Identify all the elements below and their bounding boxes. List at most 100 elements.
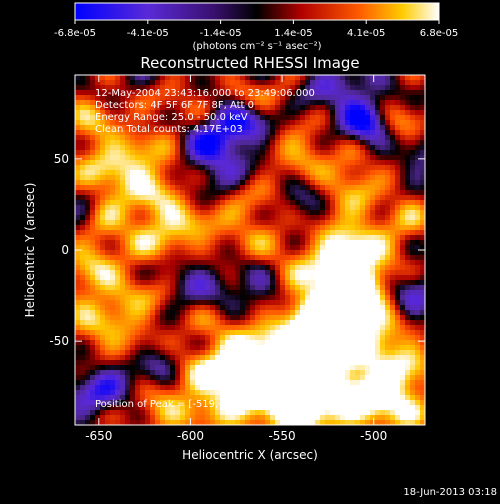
heatmap-cell bbox=[90, 185, 96, 191]
heatmap-cell bbox=[255, 225, 261, 231]
heatmap-cell bbox=[190, 335, 196, 341]
heatmap-cell bbox=[235, 325, 241, 331]
heatmap-cell bbox=[130, 285, 136, 291]
heatmap-cell bbox=[270, 375, 276, 381]
heatmap-cell bbox=[370, 315, 376, 321]
heatmap-cell bbox=[400, 100, 406, 106]
heatmap-cell bbox=[235, 240, 241, 246]
heatmap-cell bbox=[340, 380, 346, 386]
heatmap-cell bbox=[300, 380, 306, 386]
heatmap-cell bbox=[185, 315, 191, 321]
heatmap-cell bbox=[330, 125, 336, 131]
heatmap-cell bbox=[140, 150, 146, 156]
heatmap-cell bbox=[225, 355, 231, 361]
heatmap-cell bbox=[315, 375, 321, 381]
heatmap-cell bbox=[275, 160, 281, 166]
heatmap-cell bbox=[305, 365, 311, 371]
heatmap-cell bbox=[420, 415, 425, 421]
heatmap-cell bbox=[220, 285, 226, 291]
heatmap-cell bbox=[295, 145, 301, 151]
heatmap-cell bbox=[375, 240, 381, 246]
heatmap-cell bbox=[220, 290, 226, 296]
heatmap-cell bbox=[220, 400, 226, 406]
heatmap-cell bbox=[320, 95, 326, 101]
heatmap-cell bbox=[160, 265, 166, 271]
heatmap-cell bbox=[225, 385, 231, 391]
heatmap-cell bbox=[90, 175, 96, 181]
heatmap-cell bbox=[395, 400, 401, 406]
heatmap-cell bbox=[360, 115, 366, 121]
heatmap-cell bbox=[365, 155, 371, 161]
heatmap-cell bbox=[165, 360, 171, 366]
heatmap-cell bbox=[325, 390, 331, 396]
heatmap-cell bbox=[275, 280, 281, 286]
heatmap-cell bbox=[105, 155, 111, 161]
heatmap-cell bbox=[155, 80, 161, 86]
heatmap-cell bbox=[200, 415, 206, 421]
heatmap-cell bbox=[135, 90, 141, 96]
heatmap-cell bbox=[220, 415, 226, 421]
heatmap-cell bbox=[245, 365, 251, 371]
heatmap-cell bbox=[415, 290, 421, 296]
heatmap-cell bbox=[225, 190, 231, 196]
heatmap-cell bbox=[120, 195, 126, 201]
heatmap-cell bbox=[285, 165, 291, 171]
heatmap-cell bbox=[220, 170, 226, 176]
heatmap-cell bbox=[175, 220, 181, 226]
heatmap-cell bbox=[295, 275, 301, 281]
heatmap-cell bbox=[135, 145, 141, 151]
heatmap-cell bbox=[330, 380, 336, 386]
heatmap-cell bbox=[210, 260, 216, 266]
heatmap-cell bbox=[105, 195, 111, 201]
heatmap-cell bbox=[255, 170, 261, 176]
heatmap-cell bbox=[300, 145, 306, 151]
heatmap-cell bbox=[295, 265, 301, 271]
heatmap-cell bbox=[235, 270, 241, 276]
heatmap-cell bbox=[415, 210, 421, 216]
heatmap-cell bbox=[230, 85, 236, 91]
heatmap-cell bbox=[400, 230, 406, 236]
heatmap-cell bbox=[235, 215, 241, 221]
heatmap-cell bbox=[110, 400, 116, 406]
heatmap-cell bbox=[115, 125, 121, 131]
heatmap-cell bbox=[125, 405, 131, 411]
heatmap-cell bbox=[210, 235, 216, 241]
heatmap-cell bbox=[105, 205, 111, 211]
heatmap-cell bbox=[240, 305, 246, 311]
heatmap-cell bbox=[295, 130, 301, 136]
heatmap-cell bbox=[380, 305, 386, 311]
heatmap-cell bbox=[240, 235, 246, 241]
heatmap-cell bbox=[95, 105, 101, 111]
heatmap-cell bbox=[415, 130, 421, 136]
heatmap-cell bbox=[195, 120, 201, 126]
heatmap-cell bbox=[275, 95, 281, 101]
heatmap-cell bbox=[320, 310, 326, 316]
heatmap-cell bbox=[185, 110, 191, 116]
heatmap-cell bbox=[120, 360, 126, 366]
heatmap-cell bbox=[255, 340, 261, 346]
heatmap-cell bbox=[315, 135, 321, 141]
heatmap-cell bbox=[170, 240, 176, 246]
heatmap-cell bbox=[370, 160, 376, 166]
heatmap-cell bbox=[335, 370, 341, 376]
heatmap-cell bbox=[230, 120, 236, 126]
heatmap-cell bbox=[265, 235, 271, 241]
heatmap-cell bbox=[410, 380, 416, 386]
heatmap-cell bbox=[155, 95, 161, 101]
heatmap-cell bbox=[400, 375, 406, 381]
heatmap-cell bbox=[290, 215, 296, 221]
heatmap-cell bbox=[275, 390, 281, 396]
heatmap-cell bbox=[365, 260, 371, 266]
heatmap-cell bbox=[300, 365, 306, 371]
heatmap-cell bbox=[225, 390, 231, 396]
heatmap-cell bbox=[360, 240, 366, 246]
heatmap-cell bbox=[220, 410, 226, 416]
heatmap-cell bbox=[75, 330, 81, 336]
heatmap-cell bbox=[350, 410, 356, 416]
heatmap-cell bbox=[310, 330, 316, 336]
heatmap-cell bbox=[195, 340, 201, 346]
heatmap-cell bbox=[285, 110, 291, 116]
heatmap-cell bbox=[205, 250, 211, 256]
heatmap-cell bbox=[285, 235, 291, 241]
